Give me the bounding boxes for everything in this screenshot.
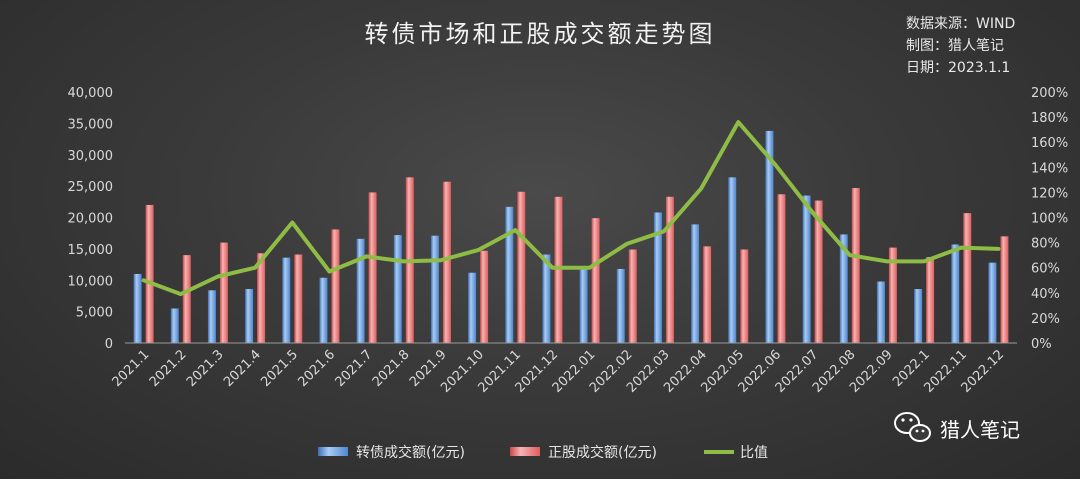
bar-stock <box>219 242 228 343</box>
bar-stock <box>554 196 563 343</box>
bar-convertible <box>356 238 365 343</box>
bar-convertible <box>691 224 700 343</box>
bar-convertible <box>319 277 328 343</box>
y-right-tick-label: 40% <box>1031 287 1060 302</box>
bar-convertible <box>245 289 254 343</box>
x-tick-label: 2021.3 <box>184 347 227 390</box>
bar-stock <box>480 250 489 343</box>
legend: 转债成交额(亿元) 正股成交额(亿元) 比值 <box>318 444 768 461</box>
bar-stock <box>740 249 749 343</box>
y-left-tick-label: 10,000 <box>68 274 114 289</box>
bars <box>133 130 1009 343</box>
ratio-line <box>141 120 1001 297</box>
bar-stock <box>442 181 451 343</box>
bar-stock <box>963 213 972 343</box>
bar-stock <box>628 249 637 343</box>
bar-stock <box>182 255 191 343</box>
bar-convertible <box>430 235 439 343</box>
bar-convertible <box>542 254 551 343</box>
bar-convertible <box>282 257 291 343</box>
y-axis-left: 0 5,000 10,000 15,000 20,000 25,000 30,000 35,0… <box>68 86 114 352</box>
bar-stock <box>257 253 266 343</box>
y-right-tick-label: 140% <box>1031 161 1068 176</box>
bar-convertible <box>728 177 737 343</box>
x-tick-label: 2021.5 <box>258 347 301 390</box>
bar-convertible <box>839 234 848 343</box>
bar-convertible <box>802 195 811 343</box>
watermark-text: 猎人笔记 <box>940 418 1020 442</box>
ratio-line-path <box>141 120 1001 297</box>
x-tick-label: 2021.7 <box>333 347 376 390</box>
bar-stock <box>665 196 674 343</box>
x-axis: 2021.12021.22021.32021.42021.52021.62021… <box>110 347 1008 396</box>
bar-convertible <box>653 212 662 343</box>
watermark: 猎人笔记 <box>894 412 1020 442</box>
x-tick-label: 2021.1 <box>110 347 153 390</box>
bar-stock <box>368 192 377 343</box>
chart-title: 转债市场和正股成交额走势图 <box>365 20 716 48</box>
y-left-tick-label: 30,000 <box>68 149 114 164</box>
y-left-tick-label: 5,000 <box>76 306 113 321</box>
y-left-tick-label: 0 <box>105 337 113 352</box>
x-tick-label: 2021.4 <box>221 347 264 390</box>
legend-label-convertible: 转债成交额(亿元) <box>356 444 465 461</box>
bar-convertible <box>133 273 142 343</box>
y-right-tick-label: 80% <box>1031 237 1060 252</box>
y-left-tick-label: 35,000 <box>68 117 114 132</box>
bar-convertible <box>951 244 960 343</box>
y-left-tick-label: 25,000 <box>68 180 114 195</box>
bar-convertible <box>579 268 588 343</box>
bar-stock <box>814 200 823 343</box>
y-right-tick-label: 20% <box>1031 312 1060 327</box>
y-right-tick-label: 180% <box>1031 111 1068 126</box>
bar-convertible <box>914 289 923 343</box>
y-right-tick-label: 200% <box>1031 86 1068 101</box>
wechat-icon <box>894 412 931 442</box>
x-tick-label: 2021.8 <box>370 347 413 390</box>
bar-stock <box>851 188 860 343</box>
legend-swatch-stock <box>510 447 540 456</box>
bar-convertible <box>468 272 477 343</box>
bar-convertible <box>207 290 216 343</box>
bar-stock <box>926 257 935 343</box>
source-text: 数据来源：WIND <box>906 16 1015 32</box>
y-left-tick-label: 15,000 <box>68 243 114 258</box>
bar-convertible <box>616 268 625 343</box>
bar-stock <box>1000 236 1009 343</box>
x-tick-label: 2021.2 <box>147 347 190 390</box>
legend-label-ratio: 比值 <box>740 445 768 461</box>
bar-stock <box>294 254 303 343</box>
y-right-tick-label: 160% <box>1031 136 1068 151</box>
y-left-tick-label: 20,000 <box>68 212 114 227</box>
bar-stock <box>703 246 712 343</box>
bar-stock <box>888 247 897 343</box>
bar-stock <box>145 204 154 343</box>
y-axis-right: 0% 20% 40% 60% 80% 100% 120% 140% 160% 180% 200% <box>1031 86 1068 352</box>
bar-stock <box>517 191 526 343</box>
legend-swatch-convertible <box>318 447 348 456</box>
legend-label-stock: 正股成交额(亿元) <box>548 444 657 461</box>
y-right-tick-label: 60% <box>1031 262 1060 277</box>
x-tick-label: 2021.6 <box>295 347 338 390</box>
bar-convertible <box>505 206 514 343</box>
y-right-tick-label: 120% <box>1031 186 1068 201</box>
bar-convertible <box>170 308 179 343</box>
y-right-tick-label: 0% <box>1031 337 1052 352</box>
y-right-tick-label: 100% <box>1031 212 1068 227</box>
bar-stock <box>331 229 340 343</box>
date-text: 日期：2023.1.1 <box>906 60 1010 76</box>
bar-convertible <box>876 281 885 343</box>
bar-stock <box>591 218 600 343</box>
author-text: 制图：猎人笔记 <box>906 38 1004 54</box>
y-left-tick-label: 40,000 <box>68 86 114 101</box>
bar-stock <box>777 194 786 343</box>
bar-convertible <box>765 130 774 343</box>
bar-convertible <box>988 262 997 343</box>
bar-convertible <box>393 235 402 343</box>
